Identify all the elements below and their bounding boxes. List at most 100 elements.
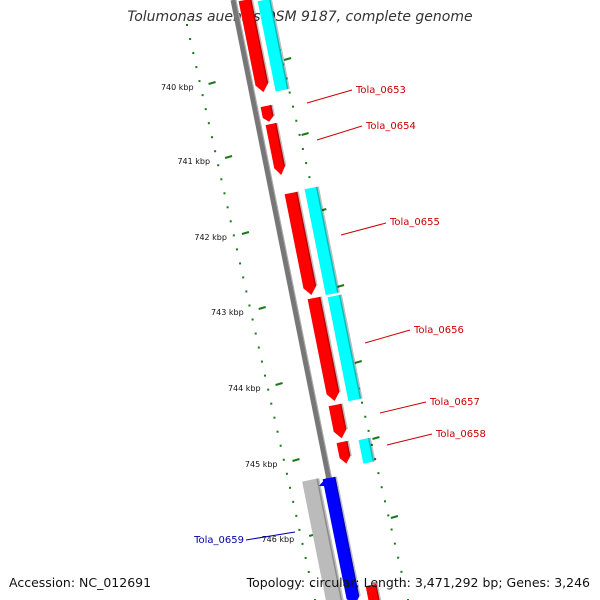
gene-block-next — [365, 583, 382, 600]
tick-dot — [192, 52, 195, 55]
gene-block-0654 — [265, 122, 287, 175]
tick-dot — [207, 122, 210, 125]
tick-dot — [390, 528, 393, 531]
tick-dot — [380, 486, 383, 489]
tick-dot — [364, 415, 367, 418]
cyan-block-0653 — [257, 0, 290, 92]
tick-dot — [279, 444, 282, 447]
gene-block-0654-shade — [274, 122, 287, 167]
tick-dot — [204, 108, 207, 111]
tick-dot — [273, 416, 276, 419]
outer-major-tick — [390, 515, 399, 519]
tick-dot — [387, 514, 390, 517]
tick-dot — [298, 528, 301, 531]
outer-major-tick — [354, 360, 363, 364]
tick-dot — [282, 458, 285, 461]
tick-dot — [267, 388, 270, 391]
grey-feature-block — [302, 478, 344, 600]
cyan-block-0658-shade — [367, 437, 376, 462]
gene-block-0655 — [284, 191, 318, 295]
kbp-tick-label: 743 kbp — [211, 308, 244, 317]
gene-block-0654a-body — [260, 104, 274, 122]
tick-dot — [301, 147, 304, 150]
gene-label: Tola_0659 — [193, 535, 244, 546]
tick-dot — [198, 80, 201, 83]
kbp-tick-label: 742 kbp — [194, 233, 227, 242]
tick-dot — [393, 542, 396, 545]
tick-dot — [289, 486, 292, 489]
tick-dot — [384, 500, 386, 503]
tick-dot — [292, 105, 294, 108]
tick-dot — [298, 133, 301, 136]
tick-dot — [295, 119, 298, 122]
tick-dot — [400, 570, 403, 573]
tick-dot — [264, 374, 267, 377]
tick-dot — [377, 472, 380, 475]
gene-block-0653-shade — [250, 0, 270, 84]
kbp-tick-label: 740 kbp — [161, 83, 194, 92]
gene-block-0654a — [260, 104, 276, 122]
tick-dot — [361, 401, 363, 404]
tick-dot — [242, 276, 245, 279]
tick-dot — [195, 66, 198, 69]
gene-block-0656 — [307, 296, 341, 401]
gene-label-leader — [386, 433, 433, 446]
gene-label: Tola_0656 — [413, 325, 464, 336]
tick-dot — [235, 248, 238, 251]
gene-block-0653 — [238, 0, 270, 93]
tick-dot — [370, 443, 373, 446]
gene-block-0657-body — [328, 403, 347, 439]
gene-block-0653-body — [238, 0, 269, 93]
tick-dot — [305, 162, 308, 165]
tick-dot — [308, 176, 311, 179]
kbp-tick-label: 746 kbp — [262, 535, 295, 544]
gene-block-0658-shade — [345, 440, 352, 457]
gene-label: Tola_0653 — [355, 85, 406, 96]
outer-major-tick — [372, 436, 380, 440]
outer-major-tick — [283, 57, 292, 61]
tick-dot — [223, 192, 226, 195]
tick-dot — [214, 150, 217, 153]
gene-block-0658-body — [336, 440, 351, 464]
kbp-tick-label: 741 kbp — [177, 157, 210, 166]
tick-dot — [397, 556, 400, 559]
gene-block-next-body — [365, 583, 380, 600]
cyan-block-0653-shade — [269, 0, 290, 90]
cyan-block-0658-body — [358, 437, 375, 464]
gene-0659-tip — [319, 478, 333, 486]
outer-major-tick — [301, 132, 309, 136]
cyan-block-0655-body — [304, 186, 339, 296]
genome-stats-text: Topology: circular; Length: 3,471,292 bp… — [246, 575, 590, 590]
tick-dot — [257, 346, 260, 349]
kbp-tick-label: 744 kbp — [228, 384, 261, 393]
grey-feature-block-shade — [316, 478, 344, 600]
tick-dot — [304, 556, 307, 559]
cyan-block-0656-body — [327, 294, 362, 402]
cyan-block-0653-body — [257, 0, 289, 92]
tick-dot — [220, 178, 223, 181]
tick-dot — [295, 514, 298, 517]
gene-label-leader — [364, 329, 411, 344]
kbp-major-tick — [258, 306, 266, 310]
tick-dot — [292, 500, 295, 503]
tick-dot — [201, 94, 204, 97]
tick-dot — [285, 472, 288, 475]
cyan-block-0655 — [304, 186, 341, 296]
gene-block-0655-body — [284, 191, 317, 295]
tick-dot — [307, 570, 310, 573]
tick-dot — [285, 77, 288, 80]
tick-dot — [239, 262, 242, 265]
kbp-tick-label: 745 kbp — [245, 460, 278, 469]
gene-block-0656-body — [307, 296, 340, 401]
kbp-major-tick — [292, 458, 300, 462]
tick-dot — [260, 360, 263, 363]
gene-block-0655-shade — [295, 191, 318, 287]
tick-dot — [270, 402, 273, 405]
tick-dot — [367, 429, 370, 432]
tick-dot — [210, 136, 213, 139]
tick-dot — [251, 318, 254, 321]
tick-dot — [229, 220, 232, 223]
tick-dot — [245, 290, 248, 293]
gene-label-leader — [306, 89, 353, 104]
